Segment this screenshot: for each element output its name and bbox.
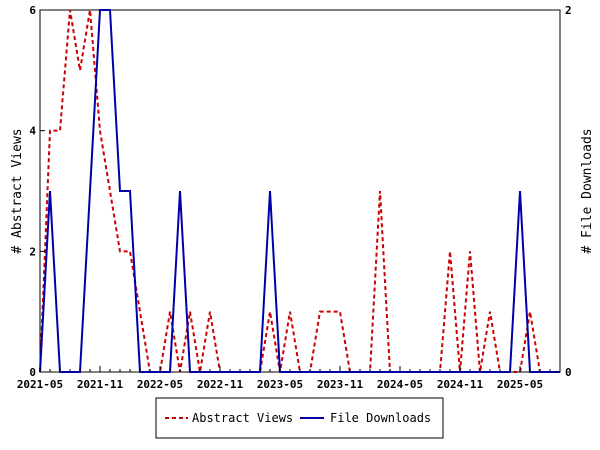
left-axis-title: # Abstract Views bbox=[10, 128, 25, 253]
x-tick-label: 2021-05 bbox=[17, 378, 63, 391]
x-tick-label: 2023-05 bbox=[257, 378, 303, 391]
series-line-abstract-views bbox=[39, 9, 560, 373]
x-tick-label: 2025-05 bbox=[497, 378, 543, 391]
x-tick-label: 2024-05 bbox=[377, 378, 423, 391]
x-tick-label: 2022-11 bbox=[197, 378, 244, 391]
x-tick-label: 2021-11 bbox=[77, 378, 124, 391]
legend: Abstract Views File Downloads bbox=[155, 397, 444, 439]
x-tick-label: 2023-11 bbox=[317, 378, 364, 391]
legend-label-file-downloads: File Downloads bbox=[330, 411, 431, 425]
right-axis-title: # File Downloads bbox=[580, 128, 595, 253]
legend-label-abstract-views: Abstract Views bbox=[192, 411, 293, 425]
x-axis: 2021-05 2021-11 2022-05 2022-11 2023-05 2023-… bbox=[17, 366, 561, 391]
left-y-tick-label: 4 bbox=[29, 125, 36, 138]
plot-frame bbox=[39, 9, 561, 373]
legend-box bbox=[155, 397, 444, 439]
left-y-axis: 0 2 4 6 bbox=[29, 4, 45, 379]
right-y-axis: 02 bbox=[555, 4, 572, 379]
x-tick-label: 2024-11 bbox=[437, 378, 484, 391]
right-y-tick-label: 2 bbox=[565, 4, 572, 17]
left-y-tick-label: 2 bbox=[29, 245, 36, 258]
left-y-tick-label: 0 bbox=[29, 366, 36, 379]
plot-area bbox=[39, 9, 561, 373]
right-y-tick-label: 0 bbox=[565, 366, 572, 379]
x-tick-label: 2022-05 bbox=[137, 378, 183, 391]
left-y-tick-label: 6 bbox=[29, 4, 36, 17]
